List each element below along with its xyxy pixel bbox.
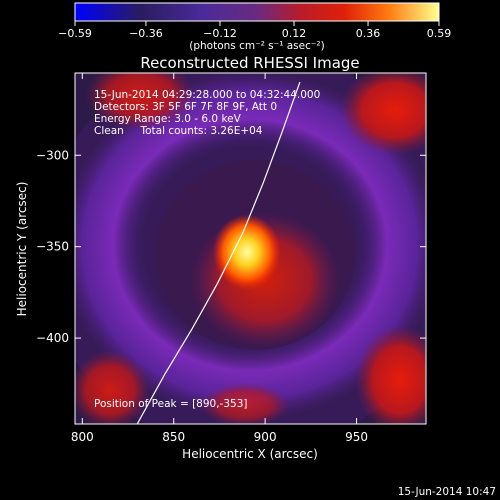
colorbar-ticks: −0.59 −0.36 −0.12 0.12 0.36 0.59	[58, 21, 451, 40]
annotation-block: 15-Jun-2014 04:29:28.000 to 04:32:44.000…	[94, 89, 320, 137]
colorbar-tick-label: −0.12	[203, 27, 237, 40]
annotation-clean-counts: Clean Total counts: 3.26E+04	[94, 125, 263, 137]
x-axis-ticks: 800 850 900 950	[71, 73, 368, 444]
plot-frame	[74, 72, 427, 425]
solar-limb-curve	[136, 81, 301, 424]
annotation-energy-range: Energy Range: 3.0 - 6.0 keV	[94, 113, 242, 125]
annotation-time-range: 15-Jun-2014 04:29:28.000 to 04:32:44.000	[94, 89, 320, 101]
x-axis-label: Heliocentric X (arcsec)	[182, 447, 318, 461]
plot-area	[75, 73, 426, 424]
peak-position-label: Position of Peak = [890,-353]	[94, 398, 248, 410]
x-tick-label: 800	[71, 430, 94, 444]
footer-timestamp: 15-Jun-2014 10:47	[398, 486, 496, 498]
y-axis-ticks: −300 −350 −400	[36, 148, 426, 345]
x-tick-label: 950	[345, 430, 368, 444]
annotation-detectors: Detectors: 3F 5F 6F 7F 8F 9F, Att 0	[94, 101, 277, 113]
heatmap-blob	[200, 383, 290, 424]
colorbar-tick-label: 0.59	[427, 27, 452, 40]
heatmap-blob	[85, 73, 195, 130]
heatmap-blob	[75, 350, 150, 424]
colorbar-tick-label: 0.36	[356, 27, 381, 40]
heatmap-blob	[340, 73, 426, 155]
y-axis-label: Heliocentric Y (arcsec)	[15, 182, 29, 317]
colorbar-units-label: (photons cm⁻² s⁻¹ asec⁻²)	[189, 40, 324, 52]
heatmap-peak-source	[212, 214, 281, 291]
colorbar: −0.59 −0.36 −0.12 0.12 0.36 0.59 (photons cm⁻…	[58, 2, 451, 52]
heatmap-blob	[355, 325, 426, 424]
colorbar-gradient	[74, 2, 440, 22]
colorbar-tick-label: 0.12	[282, 27, 307, 40]
y-tick-label: −300	[36, 148, 69, 162]
x-tick-label: 850	[162, 430, 185, 444]
chart-title: Reconstructed RHESSI Image	[140, 54, 359, 72]
colorbar-tick-label: −0.36	[129, 27, 163, 40]
y-tick-label: −350	[36, 240, 69, 254]
colorbar-tick-label: −0.59	[58, 27, 92, 40]
x-tick-label: 900	[254, 430, 277, 444]
y-tick-label: −400	[36, 331, 69, 345]
